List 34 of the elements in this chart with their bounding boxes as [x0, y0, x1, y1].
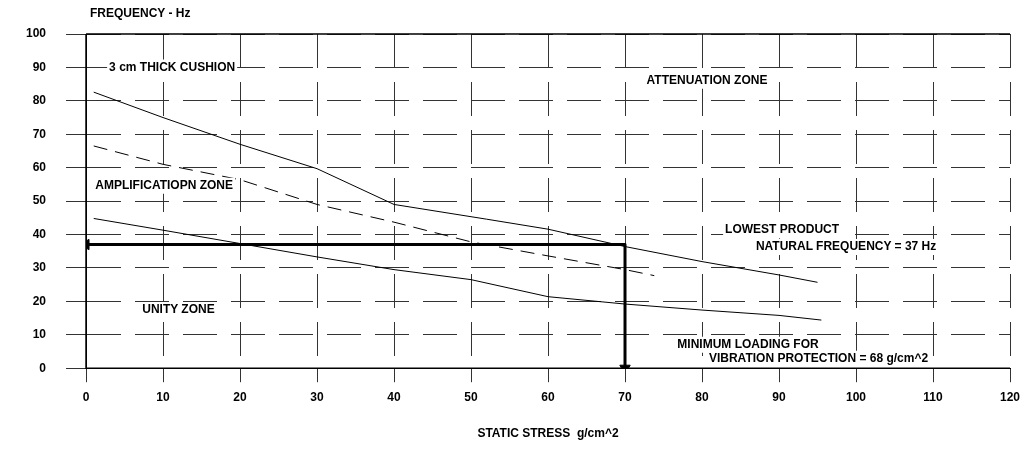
annotation: LOWEST PRODUCT: [725, 222, 840, 237]
x-tick-label: 30: [310, 389, 325, 404]
x-tick-label: 100: [845, 389, 867, 404]
y-tick-label: 50: [32, 193, 47, 208]
y-tick-label: 20: [32, 293, 47, 308]
x-tick-label: 10: [156, 389, 171, 404]
annotation: MINIMUM LOADING FOR: [677, 337, 820, 352]
x-tick-label: 120: [999, 389, 1021, 404]
y-tick-label: 10: [32, 327, 47, 342]
x-tick-label: 110: [923, 389, 944, 404]
y-tick-label: 80: [32, 93, 47, 108]
annotation: NATURAL FREQUENCY = 37 Hz: [755, 239, 937, 254]
y-tick-label: 70: [32, 126, 47, 141]
x-tick-label: 50: [464, 389, 479, 404]
x-tick-label: 20: [233, 389, 248, 404]
x-tick-label: 90: [772, 389, 786, 404]
y-tick-label: 30: [32, 260, 47, 275]
annotation: UNITY ZONE: [142, 302, 215, 317]
x-tick-label: 40: [387, 389, 402, 404]
y-tick-label: 100: [25, 26, 47, 41]
x-tick-label: 0: [82, 389, 90, 404]
y-tick-label: 60: [32, 159, 47, 174]
x-axis-title: STATIC STRESS g/cm^2: [477, 426, 619, 441]
x-tick-label: 80: [695, 389, 709, 404]
annotation: AMPLIFICATIOPN ZONE: [95, 178, 234, 193]
y-tick-label: 40: [32, 226, 47, 241]
y-tick-label: 90: [32, 59, 47, 74]
x-tick-label: 60: [541, 389, 555, 404]
x-tick-label: 70: [618, 389, 632, 404]
annotation: 3 cm THICK CUSHION: [109, 59, 236, 74]
annotation: VIBRATION PROTECTION = 68 g/cm^2: [708, 351, 929, 366]
y-axis-title: FREQUENCY - Hz: [90, 6, 191, 21]
annotation: ATTENUATION ZONE: [646, 73, 768, 88]
y-tick-label: 0: [39, 360, 47, 375]
